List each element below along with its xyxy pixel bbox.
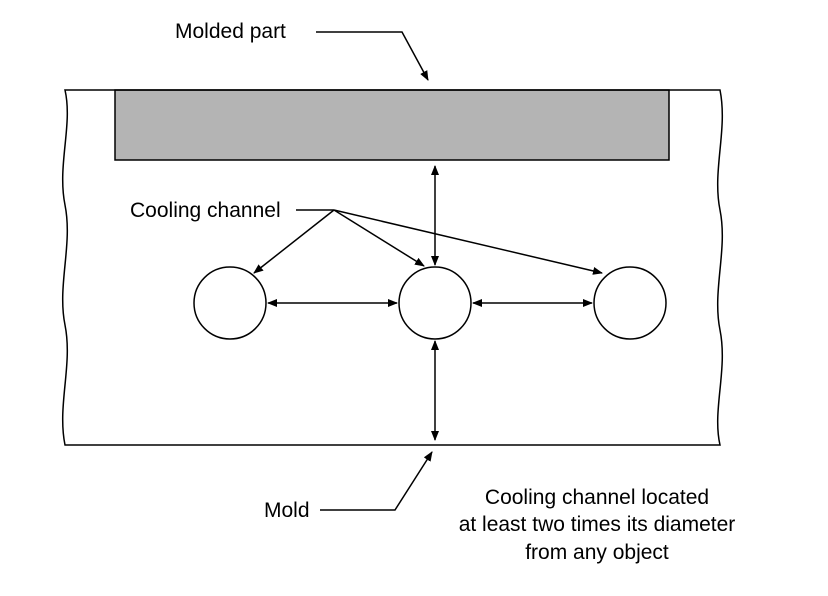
cooling-channel-middle [399,267,471,339]
molded-part-rect [115,90,669,160]
molded-part-leader [316,32,428,80]
cooling-leader-to-left [254,210,334,273]
diagram-svg [0,0,828,596]
mold-leader [320,452,432,510]
cooling-leader-to-right [334,210,602,273]
cooling-channel-right [594,267,666,339]
cooling-channel-left [194,267,266,339]
cooling-leader-to-mid [334,210,424,266]
